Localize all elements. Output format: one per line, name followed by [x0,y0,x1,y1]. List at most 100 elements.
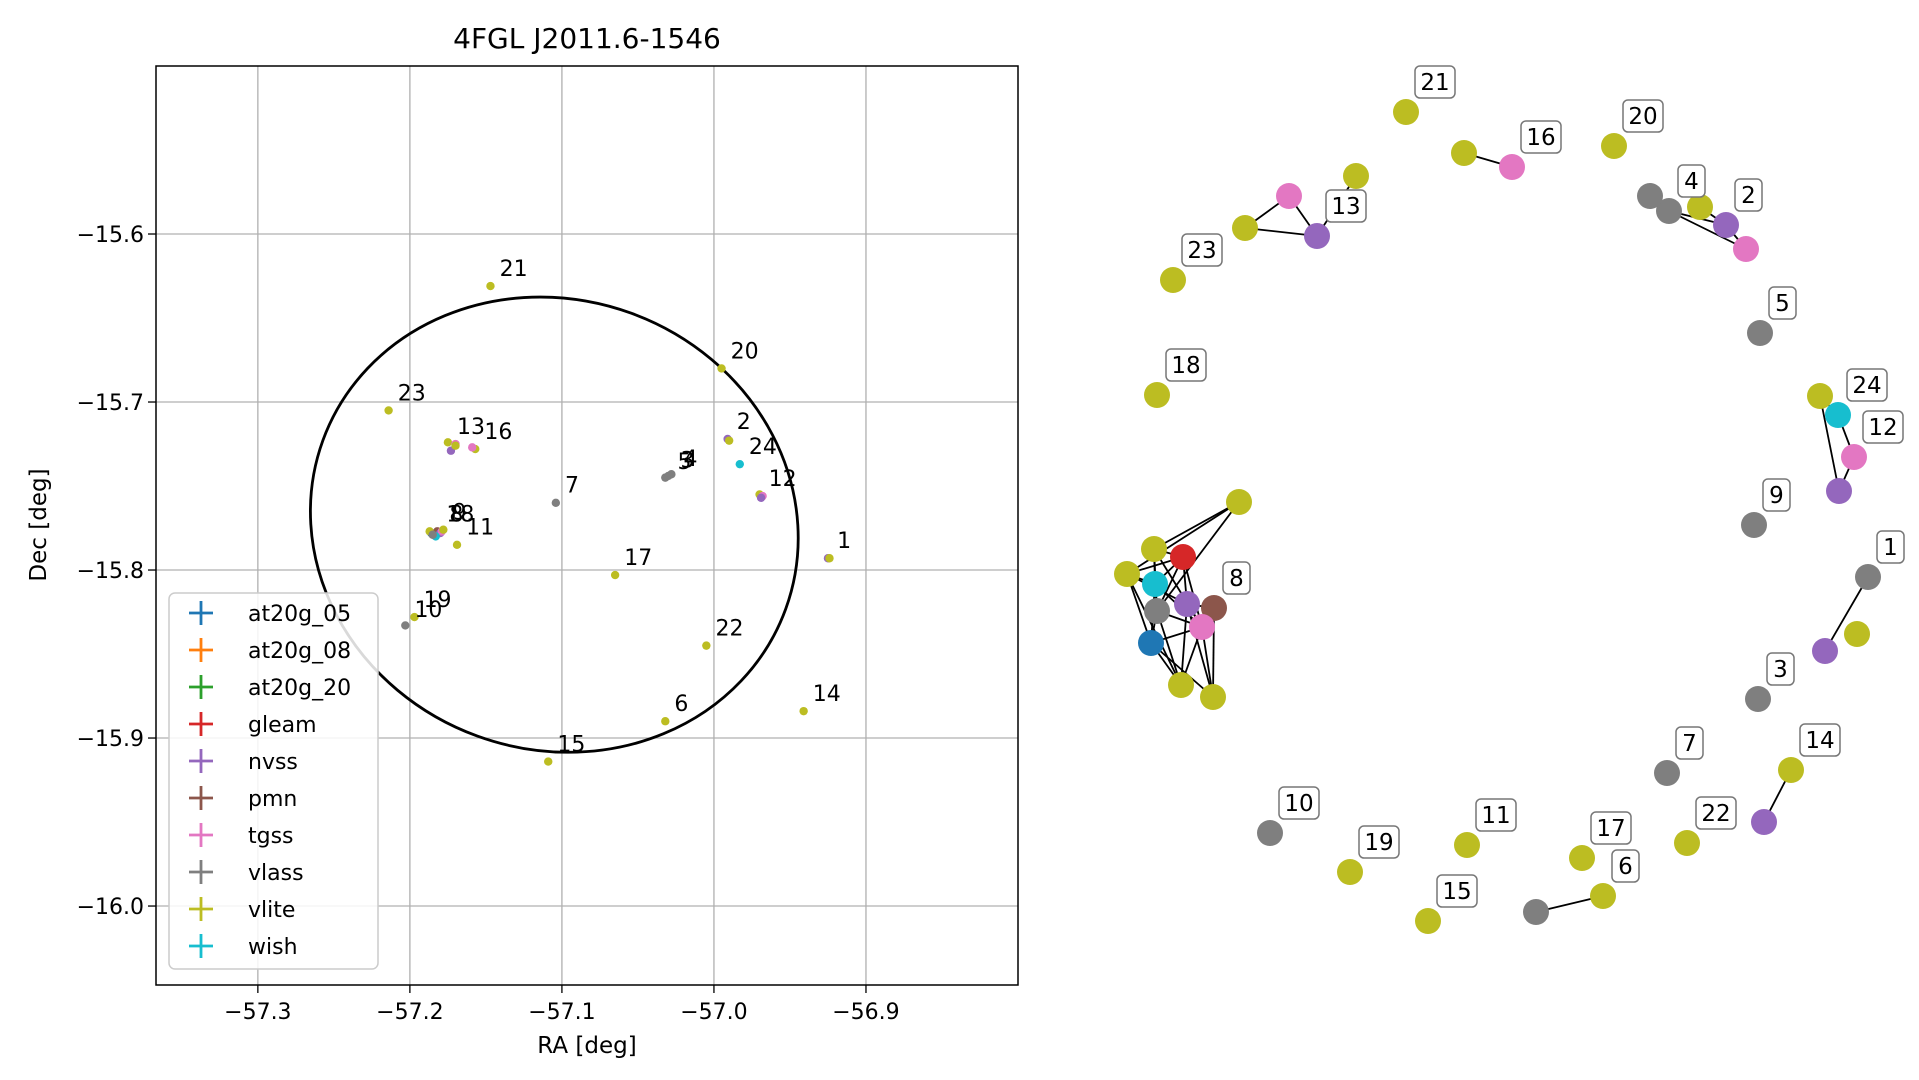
network-node [1601,133,1627,159]
node-label: 7 [1675,726,1704,760]
legend-item: vlite [189,897,295,923]
node-label: 16 [1520,120,1562,154]
point-label: 15 [557,732,585,757]
point-label: 16 [484,420,512,445]
network-node [1654,760,1680,786]
node-label-box [1520,120,1562,154]
point-label: 21 [500,257,528,282]
legend-label: at20g_08 [248,639,351,664]
node-label-text: 4 [1684,169,1699,195]
data-point [717,364,726,373]
node-label-text: 1 [1883,535,1898,561]
legend-label: tgss [248,824,294,849]
data-point [451,441,460,450]
legend-label: at20g_05 [248,602,351,627]
y-tick-label: −15.6 [77,223,144,248]
legend-item: at20g_20 [189,675,351,701]
node-label-text: 21 [1420,70,1449,96]
node-label-text: 11 [1481,803,1510,829]
axes-frame [155,65,1019,986]
legend-label: nvss [248,750,298,775]
data-point [756,493,766,502]
network-node [1168,672,1194,698]
x-ticks: −57.3 −57.2 −57.1 −57.0 −56.9 [224,985,900,1025]
node-label: 1 [1876,530,1905,564]
network-node [1741,512,1767,538]
node-label-text: 18 [1171,353,1200,379]
points-layer [384,281,834,766]
node-label-box [1675,726,1704,760]
network-node [1826,478,1852,504]
node-label-text: 13 [1331,194,1360,220]
node-label-box [1475,798,1517,832]
network-node [1751,809,1777,835]
y-ticks: −15.6 −15.7 −15.8 −15.9 −16.0 [77,223,156,920]
node-label-text: 14 [1805,728,1834,754]
data-point [702,641,711,650]
node-label: 3 [1766,652,1795,686]
y-axis-title: Dec [deg] [26,468,52,581]
node-label-box [1762,478,1791,512]
network-node [1170,544,1196,570]
network-edge [1153,501,1240,550]
network-node [1337,859,1363,885]
point-label: 8 [449,502,463,527]
network-node [1226,489,1252,515]
point-label: 6 [674,692,688,717]
node-label-text: 5 [1775,291,1790,317]
data-point [384,406,393,415]
node-label-text: 17 [1596,816,1625,842]
network-node [1174,591,1200,617]
network-node [1637,183,1663,209]
node-label-text: 12 [1868,415,1897,441]
node-label-box [1862,410,1904,444]
point-label: 20 [731,339,759,364]
node-label-text: 3 [1773,657,1788,683]
network-edge [1186,603,1214,698]
x-tick-label: −57.3 [224,1000,291,1025]
point-label: 14 [813,682,841,707]
node-label: 5 [1768,286,1797,320]
node-label-text: 7 [1682,731,1697,757]
y-tick-label: −15.9 [77,727,144,752]
network-node [1674,830,1700,856]
point-label: 23 [398,381,426,406]
network-node [1569,845,1595,871]
point-label: 18 [446,502,474,527]
data-point [401,621,410,630]
network-node [1713,212,1739,238]
node-label-box [1799,723,1841,757]
data-point [724,436,734,445]
plot-title: 4FGL J2011.6-1546 [453,22,721,55]
network-node [1745,686,1771,712]
legend-item: at20g_08 [189,638,351,664]
node-label-box [1222,561,1251,595]
legend-item: pmn [189,786,297,812]
data-point [452,540,462,550]
data-point [428,530,437,539]
data-point [443,438,453,447]
network-node [1393,99,1419,125]
network-node [1590,883,1616,909]
network-node [1733,236,1759,262]
point-label: 12 [769,467,797,492]
node-label-box [1414,65,1456,99]
legend-box [168,592,379,970]
node-label-text: 10 [1284,791,1313,817]
data-point [544,757,553,766]
legend-item: at20g_05 [189,601,351,627]
node-label-text: 2 [1741,183,1756,209]
network-node [1200,684,1226,710]
network-edge [1668,210,1747,250]
point-label: 4 [684,447,698,472]
point-label: 3 [680,449,694,474]
network-node [1343,163,1369,189]
y-tick-label: −16.0 [77,895,144,920]
legend-label: vlass [248,861,304,886]
point-label: 11 [466,516,494,541]
